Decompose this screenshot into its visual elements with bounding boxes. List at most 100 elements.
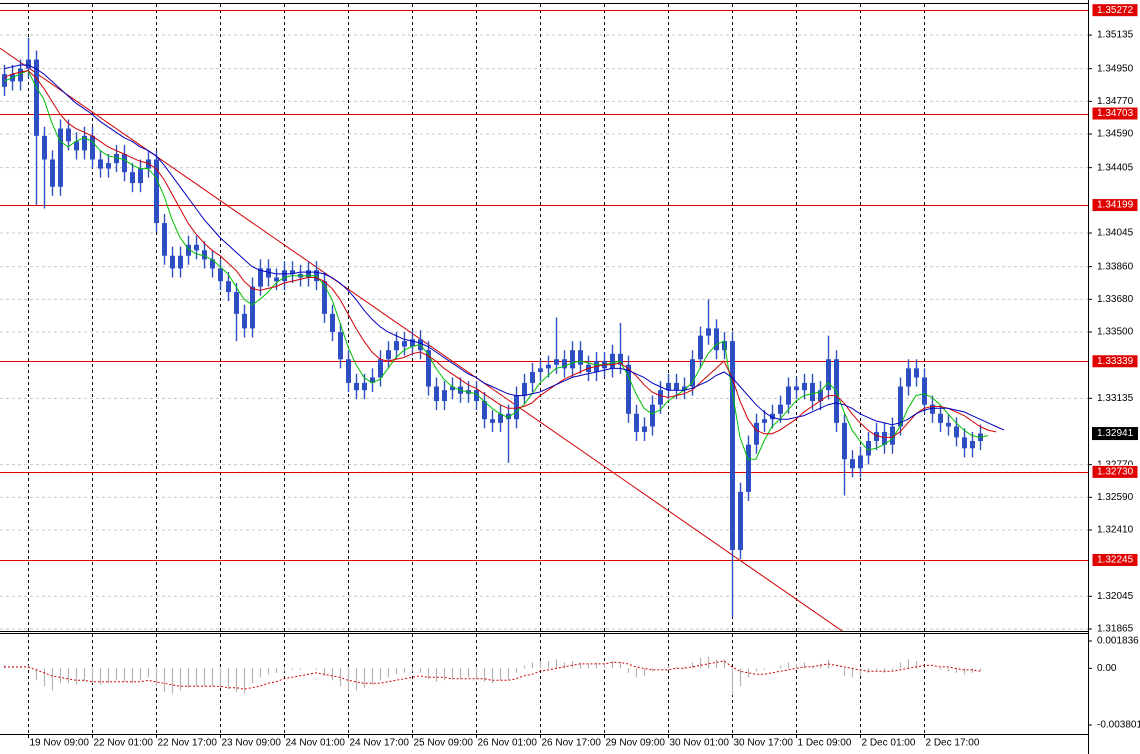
candle-body [26,59,31,69]
x-tick-label: 19 Nov 09:00 [30,738,90,749]
candle-body [794,386,799,391]
y-tick-label: 1.31865 [1097,624,1134,635]
candle-body [666,382,671,391]
candle-body [330,313,335,333]
candle-body [970,441,975,449]
level-label: 1.32245 [1097,555,1134,566]
x-tick-label: 22 Nov 01:00 [94,738,154,749]
candle-body [378,359,383,378]
candle-body [562,359,567,369]
candle-body [674,382,679,391]
y-tick-label: 1.34590 [1097,129,1134,140]
oscillator-panel [3,656,982,696]
level-label: 1.33339 [1097,356,1134,367]
candle-body [306,270,311,278]
candle-body [338,332,343,360]
candle-body [90,135,95,160]
candle-body [98,159,103,169]
candle-body [2,74,7,87]
candle-body [546,364,551,369]
candle-body [770,413,775,420]
candle-body [106,163,111,169]
candle-body [122,154,127,173]
level-label: 1.32730 [1097,467,1134,478]
candle-body [946,422,951,427]
level-label: 1.34703 [1097,108,1134,119]
candle-body [362,382,367,391]
candle-body [170,255,175,269]
candle-body [18,68,23,82]
candle-body [394,341,399,351]
candle-body [650,404,655,427]
x-tick-label: 2 Dec 01:00 [862,738,916,749]
y-tick-label: 1.33500 [1097,327,1134,338]
candle-body [626,364,631,414]
candle-body [498,413,503,423]
candle-body [554,359,559,365]
y-tick-label: 1.32770 [1097,459,1134,470]
candle-body [370,377,375,383]
candle-body [426,350,431,387]
candle-body [490,419,495,423]
candle-body [874,431,879,442]
candle-body [50,159,55,187]
y-tick-label: 1.33680 [1097,294,1134,305]
candle-body [658,390,663,405]
candle-body [202,250,207,260]
candle-body [514,395,519,420]
candle-body [786,386,791,405]
y-tick-label: 1.34950 [1097,63,1134,74]
x-tick-label: 30 Nov 17:00 [734,738,794,749]
candle-body [682,386,687,391]
candle-body [42,135,47,160]
candle-body [274,277,279,282]
level-box [1091,464,1139,479]
x-tick-label: 29 Nov 09:00 [606,738,666,749]
candle-body [706,328,711,336]
candle-body [186,244,191,256]
level-box [1091,3,1139,18]
y-tick-label: 1.33135 [1097,393,1134,404]
candle-body [138,168,143,184]
candle-body [538,368,543,372]
candle-body [290,270,295,274]
candle-body [850,459,855,469]
candle-body [754,422,759,445]
candle-body [450,386,455,391]
y-tick-label: 1.34045 [1097,228,1134,239]
candle-body [890,426,895,445]
moving-average [3,69,997,438]
x-tick-label: 23 Nov 09:00 [222,738,282,749]
candle-body [402,341,407,347]
axes [0,0,1092,754]
candle-body [634,413,639,432]
candle-body [522,382,527,396]
x-tick-label: 30 Nov 01:00 [670,738,730,749]
candle-body [810,382,815,402]
current-price-box [1092,427,1138,441]
level-label: 1.35272 [1097,5,1134,16]
candle-body [234,292,239,314]
y-tick-label: 0.001836 [1097,636,1139,647]
candle-body [218,268,223,282]
candle-body [954,426,959,438]
y-tick-label: 1.34405 [1097,162,1134,173]
candle-body [346,359,351,383]
candle-body [690,359,695,387]
candle-body [914,368,919,378]
candle-body [842,422,847,460]
moving-average [3,64,1005,431]
candle-body [178,255,183,269]
x-tick-label: 26 Nov 17:00 [542,738,602,749]
moving-average [3,69,989,460]
candle-body [354,382,359,391]
level-box [1091,354,1139,369]
candle-body [258,268,263,287]
candle-body [130,172,135,184]
y-tick-label: 1.34770 [1097,96,1134,107]
candle-body [250,286,255,329]
x-tick-label: 2 Dec 17:00 [926,738,980,749]
x-tick-label: 1 Dec 09:00 [798,738,852,749]
